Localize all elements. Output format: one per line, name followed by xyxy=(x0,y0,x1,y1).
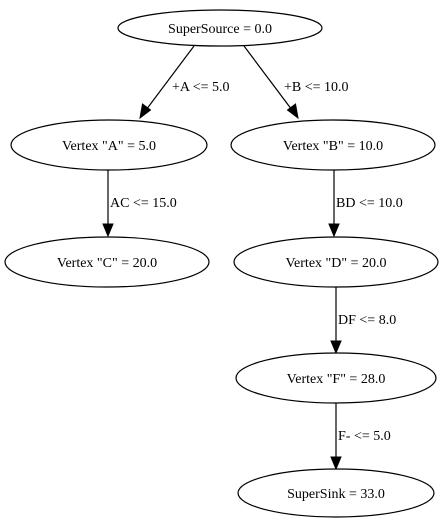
edge-d-to-f: DF <= 8.0 xyxy=(330,287,396,355)
node-label-super-sink: SuperSink = 33.0 xyxy=(287,487,385,502)
node-label-vertex-a: Vertex "A" = 5.0 xyxy=(62,139,156,154)
node-super-source: SuperSource = 0.0 xyxy=(117,9,323,47)
node-vertex-a: Vertex "A" = 5.0 xyxy=(10,119,208,171)
node-vertex-d: Vertex "D" = 20.0 xyxy=(233,236,439,288)
node-vertex-c: Vertex "C" = 20.0 xyxy=(4,236,210,288)
edge-source-to-a: +A <= 5.0 xyxy=(139,45,230,120)
node-vertex-f: Vertex "F" = 28.0 xyxy=(235,352,437,404)
edge-f-to-sink: F- <= 5.0 xyxy=(330,403,391,471)
node-label-vertex-f: Vertex "F" = 28.0 xyxy=(287,372,386,387)
node-label-vertex-d: Vertex "D" = 20.0 xyxy=(286,256,387,271)
node-super-sink: SuperSink = 33.0 xyxy=(237,468,435,518)
edge-label-a-to-c: AC <= 15.0 xyxy=(110,196,177,211)
edge-label-b-to-d: BD <= 10.0 xyxy=(336,196,403,211)
node-label-vertex-c: Vertex "C" = 20.0 xyxy=(57,256,157,271)
edge-label-d-to-f: DF <= 8.0 xyxy=(338,313,396,328)
node-label-super-source: SuperSource = 0.0 xyxy=(168,22,272,37)
edge-a-to-c: AC <= 15.0 xyxy=(102,170,177,238)
edge-label-source-to-b: +B <= 10.0 xyxy=(284,80,349,95)
edge-b-to-d: BD <= 10.0 xyxy=(328,170,403,238)
edge-label-f-to-sink: F- <= 5.0 xyxy=(338,429,391,444)
node-label-vertex-b: Vertex "B" = 10.0 xyxy=(283,139,383,154)
edge-label-source-to-a: +A <= 5.0 xyxy=(172,80,230,95)
edge-source-to-b: +B <= 10.0 xyxy=(243,45,349,120)
node-vertex-b: Vertex "B" = 10.0 xyxy=(230,119,436,171)
